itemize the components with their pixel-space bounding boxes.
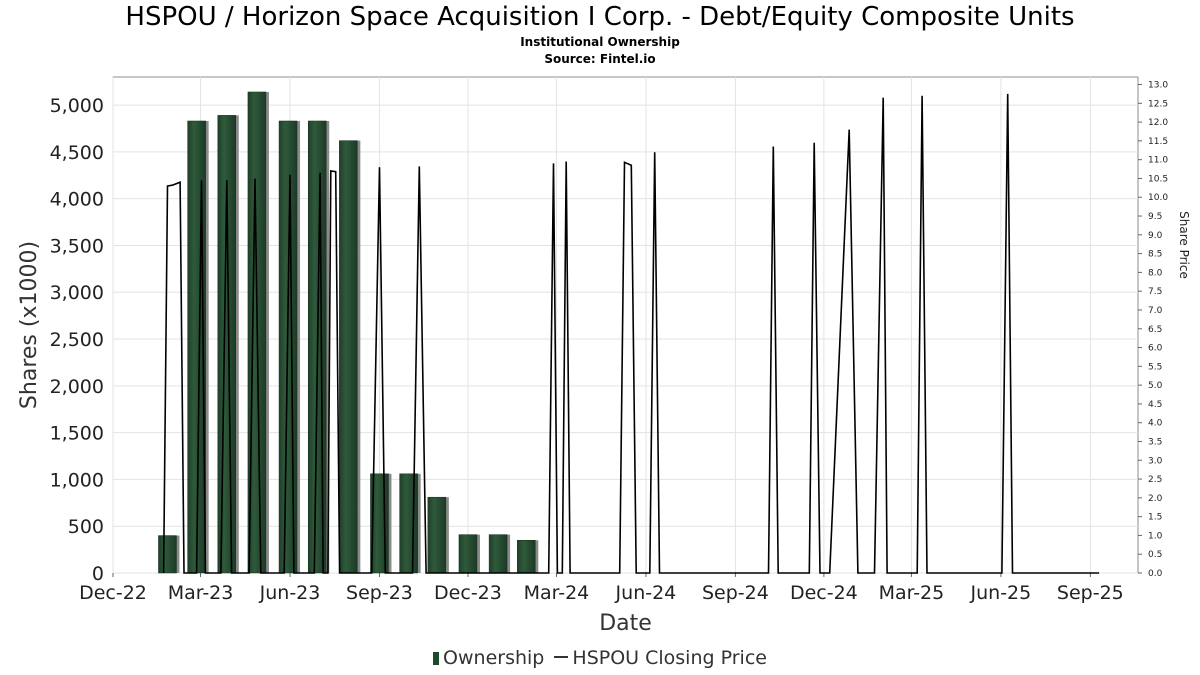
legend-label-price: HSPOU Closing Price — [572, 647, 767, 669]
y2-tick-label: 7.5 — [1148, 287, 1162, 297]
x-tick-label: Jun-23 — [259, 582, 321, 604]
y2-tick-label: 6.0 — [1148, 344, 1163, 354]
y2-tick-label: 4.0 — [1148, 419, 1163, 429]
y2-tick-label: 3.0 — [1148, 456, 1163, 466]
legend-swatch-ownership — [433, 652, 440, 665]
chart-legend: Ownership HSPOU Closing Price — [0, 647, 1200, 669]
x-tick-label: Jun-25 — [970, 582, 1032, 604]
ownership-bar — [399, 473, 418, 574]
y-tick-label: 3,500 — [50, 235, 104, 257]
y2-tick-label: 8.0 — [1148, 268, 1163, 278]
y2-tick-label: 11.5 — [1148, 137, 1168, 147]
legend-item-ownership[interactable]: Ownership — [433, 647, 544, 669]
y2-tick-label: 11.0 — [1148, 156, 1168, 166]
y2-tick-label: 5.5 — [1148, 362, 1162, 372]
ownership-bar — [427, 496, 447, 574]
x-tick-label: Mar-25 — [879, 582, 945, 604]
ownership-bar — [158, 535, 177, 574]
x-axis-title: Date — [599, 611, 652, 636]
legend-swatch-price — [554, 656, 569, 658]
y2-tick-label: 10.0 — [1148, 193, 1168, 203]
legend-label-ownership: Ownership — [443, 647, 545, 669]
y-tick-label: 1,000 — [50, 469, 104, 491]
y-tick-label: 4,500 — [50, 142, 104, 164]
ownership-bar — [517, 539, 536, 574]
y2-tick-label: 13.0 — [1148, 81, 1168, 91]
y2-tick-label: 12.5 — [1148, 99, 1168, 109]
chart-source: Source: Fintel.io — [544, 52, 656, 66]
y2-tick-label: 5.0 — [1148, 381, 1163, 391]
ownership-bar — [339, 140, 358, 574]
x-tick-label: Dec-23 — [434, 582, 502, 604]
y2-tick-label: 9.5 — [1148, 212, 1162, 222]
legend-item-price[interactable]: HSPOU Closing Price — [554, 647, 767, 669]
y2-tick-label: 2.5 — [1148, 475, 1162, 485]
y2-tick-label: 4.5 — [1148, 400, 1162, 410]
y-tick-label: 1,500 — [50, 423, 104, 445]
y-tick-label: 500 — [68, 516, 104, 538]
y2-tick-label: 1.0 — [1148, 531, 1163, 541]
y-tick-label: 5,000 — [50, 95, 104, 117]
y-tick-label: 2,000 — [50, 376, 104, 398]
x-tick-label: Jun-24 — [615, 582, 677, 604]
y2-tick-label: 7.0 — [1148, 306, 1163, 316]
y2-tick-label: 10.5 — [1148, 174, 1168, 184]
x-tick-label: Mar-24 — [524, 582, 590, 604]
y2-tick-label: 0.0 — [1148, 569, 1163, 579]
x-tick-label: Sep-24 — [702, 582, 769, 604]
price-line — [162, 93, 1100, 574]
chart-title: HSPOU / Horizon Space Acquisition I Corp… — [125, 2, 1075, 32]
y2-tick-label: 3.5 — [1148, 437, 1162, 447]
y2-tick-label: 8.5 — [1148, 250, 1162, 260]
y2-tick-label: 12.0 — [1148, 118, 1168, 128]
y2-tick-label: 0.5 — [1148, 550, 1162, 560]
y2-axis-title: Share Price — [1177, 211, 1191, 279]
x-tick-label: Sep-23 — [346, 582, 413, 604]
ownership-bar — [458, 534, 478, 574]
y-tick-label: 4,000 — [50, 189, 104, 211]
y2-tick-label: 6.5 — [1148, 325, 1162, 335]
ownership-bar — [488, 534, 508, 574]
y2-tick-label: 9.0 — [1148, 231, 1163, 241]
y-tick-label: 3,000 — [50, 282, 104, 304]
x-tick-label: Dec-22 — [79, 582, 147, 604]
x-tick-label: Mar-23 — [168, 582, 234, 604]
y-axis-title: Shares (x1000) — [17, 241, 42, 409]
y2-tick-label: 1.5 — [1148, 513, 1162, 523]
chart-subtitle: Institutional Ownership — [520, 35, 680, 49]
y2-tick-label: 2.0 — [1148, 494, 1163, 504]
x-tick-label: Dec-24 — [790, 582, 858, 604]
y-tick-label: 0 — [92, 563, 104, 585]
x-tick-label: Sep-25 — [1057, 582, 1124, 604]
y-tick-label: 2,500 — [50, 329, 104, 351]
